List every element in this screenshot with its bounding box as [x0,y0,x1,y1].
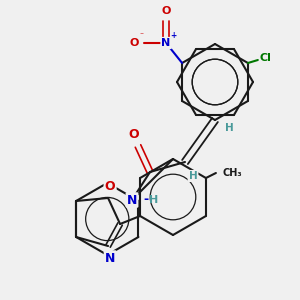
Text: H: H [149,195,159,205]
Text: N: N [127,194,137,206]
Text: CH₃: CH₃ [222,168,242,178]
Text: O: O [129,128,139,140]
Text: N: N [161,38,171,48]
Text: Cl: Cl [260,53,272,63]
Text: H: H [225,123,233,133]
Text: H: H [189,171,197,181]
Text: O: O [161,6,171,16]
Text: O: O [105,179,116,193]
Text: +: + [170,31,176,40]
Text: N: N [105,251,115,265]
Text: ⁻: ⁻ [139,31,143,40]
Text: O: O [129,38,139,48]
Text: -: - [143,194,148,206]
